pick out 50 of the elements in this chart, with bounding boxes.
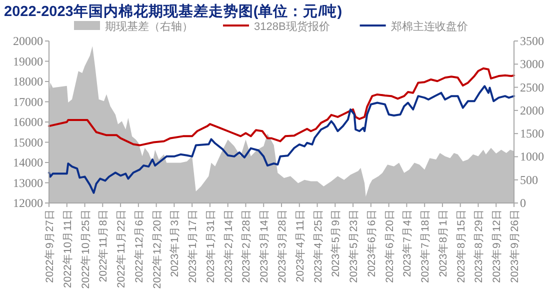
- x-tick-label: 2022年9月27日: [44, 209, 56, 283]
- x-tick-label: 2023年5月23日: [348, 209, 360, 283]
- x-tick-label: 2023年9月26日: [509, 209, 521, 283]
- y2-tick-label: 500: [520, 172, 538, 187]
- x-tick-label: 2023年2月14日: [222, 209, 235, 283]
- x-tick-label: 2023年1月31日: [204, 209, 217, 283]
- x-tick-label: 2022年10月11日: [62, 209, 74, 288]
- x-tick-label: 2022年10月25日: [80, 209, 92, 289]
- x-tick-label: 2023年5月9日: [330, 209, 342, 278]
- y2-tick-label: 1000: [520, 150, 544, 164]
- y-tick-label: 14000: [13, 156, 43, 170]
- legend-label: 郑棉主连收盘价: [390, 20, 468, 33]
- x-tick-label: 2023年8月29日: [473, 209, 486, 283]
- x-tick-label: 2023年3月14日: [258, 209, 271, 283]
- legend-label: 3128B现货报价: [254, 21, 330, 33]
- x-tick-label: 2022年12月20日: [151, 209, 164, 289]
- x-tick-label: 2023年6月20日: [384, 209, 396, 283]
- x-tick-label: 2023年4月25日: [312, 209, 324, 283]
- y-tick-label: 15000: [13, 135, 43, 150]
- x-tick-label: 2023年6月6日: [366, 209, 378, 278]
- x-tick-label: 2023年3月28日: [276, 209, 288, 283]
- x-tick-label: 2022年11月22日: [116, 209, 128, 288]
- y2-tick-label: 1500: [520, 126, 544, 141]
- chart-title: 2022-2023年国内棉花期现基差走势图(单位：元/吨): [4, 3, 342, 20]
- y2-tick-label: 0: [520, 196, 526, 210]
- y2-tick-label: 2000: [520, 103, 544, 118]
- y-tick-label: 19000: [13, 54, 43, 68]
- y-tick-label: 12000: [13, 196, 43, 210]
- y-tick-label: 17000: [13, 94, 43, 109]
- y-tick-label: 18000: [13, 74, 43, 88]
- y2-tick-label: 2500: [520, 80, 544, 94]
- x-tick-label: 2022年12月6日: [133, 209, 146, 283]
- legend-label: 期现基差（右轴）: [105, 20, 193, 33]
- x-tick-label: 2023年9月12日: [491, 209, 504, 283]
- x-tick-label: 2022年11月8日: [98, 209, 110, 282]
- legend-郑棉主连收盘价: 郑棉主连收盘价: [360, 21, 468, 33]
- y2-tick-label: 3000: [520, 57, 544, 72]
- legend-期现基差（右轴）: 期现基差（右轴）: [74, 21, 193, 33]
- x-tick-label: 2023年8月1日: [437, 209, 450, 278]
- y-tick-label: 13000: [13, 176, 43, 190]
- y-tick-label: 20000: [13, 34, 43, 48]
- x-tick-label: 2023年2月28日: [240, 209, 253, 283]
- x-tick-label: 2023年4月11日: [294, 209, 306, 282]
- x-tick-label: 2023年1月17日: [187, 209, 200, 283]
- y2-tick-label: 3500: [520, 34, 544, 48]
- x-tick-label: 2023年8月15日: [455, 209, 468, 283]
- x-tick-label: 2023年7月4日: [402, 209, 414, 278]
- x-tick-label: 2023年1月3日: [169, 209, 182, 278]
- x-tick-label: 2023年7月18日: [420, 209, 432, 283]
- y-tick-label: 16000: [13, 115, 43, 129]
